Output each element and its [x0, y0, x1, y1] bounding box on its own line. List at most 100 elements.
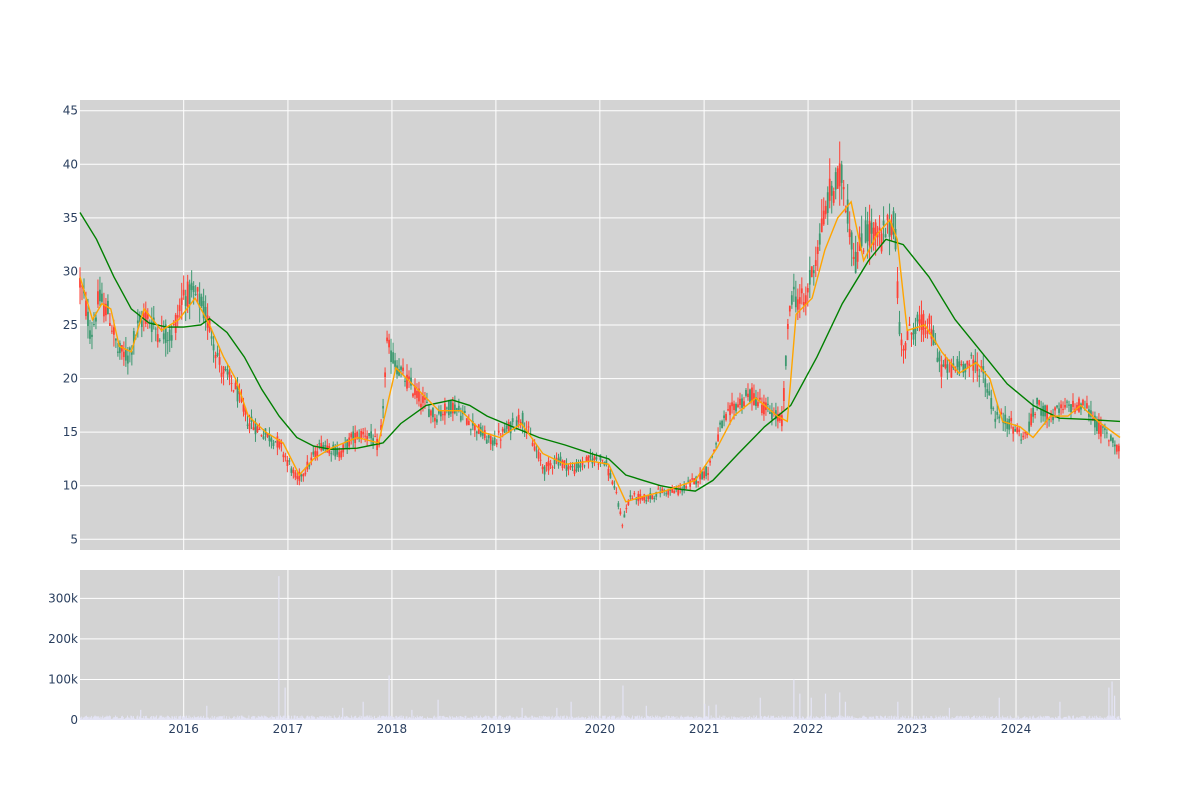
candle	[330, 450, 333, 462]
volume-bar	[736, 718, 738, 720]
candle	[527, 421, 530, 435]
volume-bar	[631, 717, 633, 720]
volume-bar	[1029, 716, 1031, 720]
candle	[196, 286, 199, 303]
volume-bar	[114, 717, 116, 720]
candle	[840, 160, 843, 200]
candle	[436, 414, 438, 425]
candle-body	[713, 450, 715, 452]
volume-bar	[881, 716, 883, 720]
volume-bar	[671, 715, 673, 720]
candle	[537, 448, 540, 462]
volume-bar	[258, 716, 260, 720]
volume-bar	[957, 718, 959, 720]
volume-bar	[1092, 717, 1094, 720]
volume-bar	[524, 715, 526, 720]
candle	[238, 383, 241, 403]
volume-bar	[894, 715, 896, 720]
volume-bar	[1055, 716, 1057, 720]
volume-bar	[955, 717, 957, 720]
volume-bar	[109, 715, 111, 720]
candle-body	[256, 426, 259, 433]
candle	[469, 428, 472, 436]
volume-bar	[662, 717, 664, 720]
candle-body	[561, 460, 564, 469]
candle-body	[970, 354, 973, 356]
candle-body	[751, 387, 753, 402]
volume-bar	[320, 716, 322, 720]
volume-bar	[1013, 718, 1015, 720]
candle-body	[465, 418, 468, 425]
volume-bar	[907, 718, 909, 720]
candle-body	[503, 428, 506, 433]
price-y-tick-label: 20	[63, 372, 78, 386]
candle-body	[475, 431, 478, 434]
volume-bar	[514, 718, 516, 720]
volume-bar	[385, 715, 387, 720]
candle-body	[1030, 413, 1033, 426]
candle	[176, 304, 179, 328]
candle	[665, 490, 668, 497]
candle	[1072, 393, 1074, 411]
volume-bar	[359, 715, 361, 720]
candle	[583, 464, 586, 469]
volume-bar	[652, 717, 654, 720]
volume-bar	[680, 715, 682, 720]
volume-bar	[383, 716, 385, 720]
volume-bar	[403, 718, 405, 720]
candle	[872, 222, 875, 251]
candle	[745, 388, 747, 398]
candle-body	[222, 366, 225, 374]
candle-body	[804, 295, 807, 305]
volume-bar	[1096, 715, 1098, 720]
volume-bar	[363, 716, 365, 720]
candle	[924, 320, 927, 339]
volume-bar	[369, 717, 371, 720]
volume-bar	[157, 718, 159, 720]
candle	[489, 433, 492, 451]
volume-bar	[968, 717, 970, 720]
candle-body	[324, 445, 327, 447]
candle-body	[605, 460, 608, 465]
volume-bar	[675, 718, 677, 720]
candle-body	[926, 330, 929, 335]
candle	[747, 383, 749, 401]
volume-bar	[336, 718, 338, 720]
volume-bar	[231, 718, 233, 720]
volume-bar	[346, 716, 348, 720]
candle-body	[962, 364, 965, 373]
candle-body	[918, 319, 921, 324]
candle-body	[806, 288, 809, 293]
volume-bar	[340, 717, 342, 720]
volume-bar	[1096, 717, 1098, 720]
volume-bar	[795, 716, 797, 720]
volume-bar	[476, 715, 478, 720]
volume-bar	[980, 718, 982, 720]
volume-bar	[939, 715, 941, 720]
candle	[697, 481, 700, 488]
candle-body	[412, 393, 414, 397]
candle	[338, 447, 341, 462]
volume-bar	[588, 715, 590, 720]
candle-body	[994, 418, 997, 422]
volume-bar	[738, 717, 740, 720]
candle	[882, 206, 885, 244]
candle	[1016, 423, 1019, 435]
candle-body	[1022, 435, 1025, 438]
volume-bar	[678, 717, 680, 720]
volume-bar	[1042, 717, 1044, 720]
volume-bar	[884, 715, 886, 720]
volume-bar	[80, 717, 81, 720]
candle-body	[1040, 409, 1042, 416]
volume-bar	[548, 716, 550, 720]
candle-body	[878, 227, 881, 233]
volume-bar	[516, 716, 518, 720]
candle-body	[882, 220, 885, 226]
candle	[717, 427, 719, 442]
volume-bar	[842, 716, 844, 720]
volume-bar	[953, 717, 955, 720]
volume-bar	[151, 718, 153, 720]
volume-bar	[663, 716, 665, 720]
volume-bar	[414, 718, 416, 720]
volume-bar	[479, 717, 481, 720]
